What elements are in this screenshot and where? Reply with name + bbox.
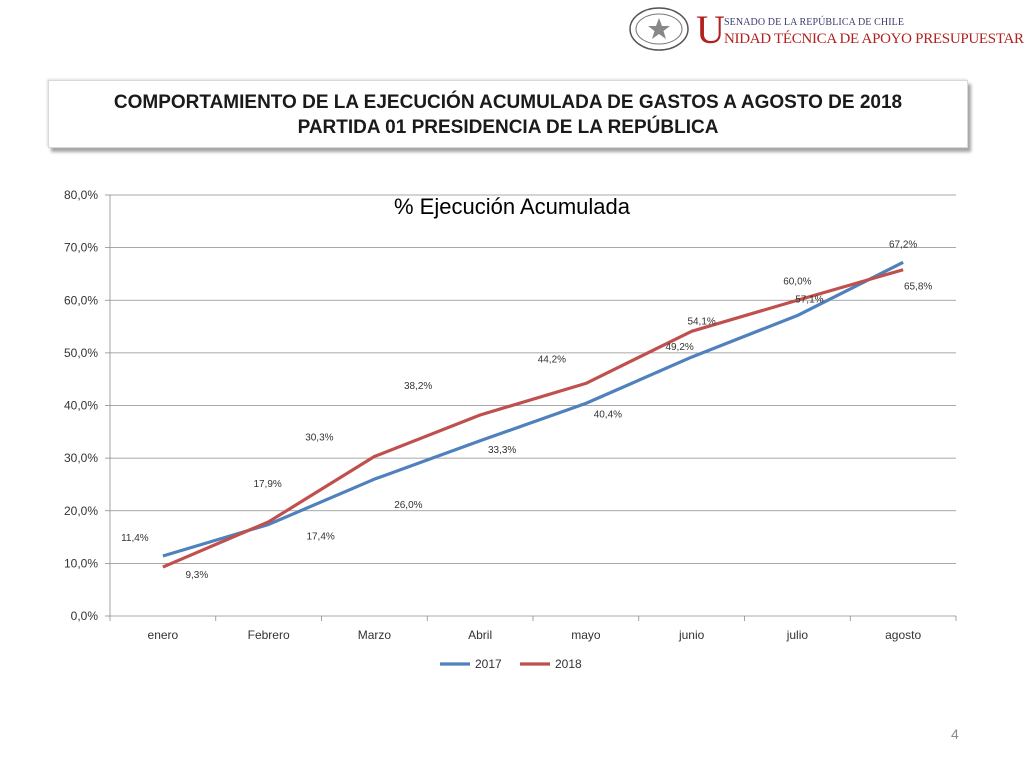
- axes: 0,0% 10,0% 20,0% 30,0% 40,0% 50,0% 60,0% 70,0% 8…: [64, 188, 957, 642]
- brand-wordmark: U SENADO DE LA REPÚBLICA DE CHILE NIDAD …: [696, 8, 1024, 52]
- data-label-2017: 49,2%: [665, 342, 693, 353]
- page-number: 4: [951, 726, 959, 742]
- y-tick-label: 0,0%: [71, 609, 99, 623]
- header-logo: U SENADO DE LA REPÚBLICA DE CHILE NIDAD …: [628, 6, 1024, 56]
- brand-unit-text: NIDAD TÉCNICA DE APOYO PRESUPUESTARIO: [724, 31, 1024, 47]
- series-line-2017: [162, 260, 904, 558]
- x-tick-label: Marzo: [358, 628, 392, 642]
- brand-senate-text: SENADO DE LA REPÚBLICA DE CHILE: [724, 17, 905, 28]
- data-labels: 11,4% 17,4% 26,0% 33,3% 40,4% 49,2% 57,1% 67,2%…: [121, 239, 932, 581]
- y-tick-label: 10,0%: [64, 556, 98, 570]
- series-line-2018: [162, 268, 904, 569]
- data-label-2018: 65,8%: [904, 282, 932, 293]
- legend: 2017 2018: [440, 657, 582, 671]
- x-tick-label: enero: [148, 628, 179, 642]
- y-tick-label: 40,0%: [64, 399, 98, 413]
- data-label-2017: 40,4%: [594, 409, 622, 420]
- slide-title-line-2: PARTIDA 01 PRESIDENCIA DE LA REPÚBLICA: [297, 117, 719, 138]
- x-tick-label: agosto: [885, 628, 921, 642]
- y-tick-label: 30,0%: [64, 451, 98, 465]
- y-tick-label: 80,0%: [64, 188, 98, 202]
- x-tick-label: Febrero: [248, 628, 290, 642]
- x-tick-label: junio: [678, 628, 705, 642]
- data-label-2017: 33,3%: [488, 445, 516, 456]
- y-tick-label: 20,0%: [64, 504, 98, 518]
- y-tick-label: 50,0%: [64, 346, 98, 360]
- slide-title-box: COMPORTAMIENTO DE LA EJECUCIÓN ACUMULADA…: [48, 80, 968, 148]
- data-label-2018: 44,2%: [538, 354, 566, 365]
- gridlines: [110, 194, 956, 617]
- data-label-2018: 60,0%: [783, 276, 811, 287]
- slide-title-line-1: COMPORTAMIENTO DE LA EJECUCIÓN ACUMULADA…: [113, 92, 903, 113]
- data-label-2017: 67,2%: [889, 239, 917, 250]
- data-label-2018: 30,3%: [305, 433, 333, 444]
- data-label-2017: 26,0%: [394, 500, 422, 511]
- y-tick-label: 60,0%: [64, 293, 98, 307]
- data-label-2017: 17,4%: [306, 531, 334, 542]
- y-tick-label: 70,0%: [64, 241, 98, 255]
- data-label-2017: 57,1%: [795, 295, 823, 306]
- x-tick-label: Abril: [468, 628, 492, 642]
- brand-initial: U: [696, 7, 725, 52]
- legend-label-2018: 2018: [555, 657, 582, 671]
- x-tick-label: mayo: [571, 628, 601, 642]
- series-lines: [162, 260, 904, 569]
- legend-label-2017: 2017: [475, 657, 502, 671]
- data-label-2018: 17,9%: [253, 479, 281, 490]
- chart-title: % Ejecución Acumulada: [394, 194, 631, 219]
- senate-seal-icon: [629, 7, 689, 51]
- data-label-2018: 54,1%: [687, 316, 715, 327]
- data-label-2017: 11,4%: [121, 533, 149, 544]
- x-tick-label: julio: [786, 628, 809, 642]
- data-label-2018: 38,2%: [404, 381, 432, 392]
- data-label-2018: 9,3%: [185, 570, 208, 581]
